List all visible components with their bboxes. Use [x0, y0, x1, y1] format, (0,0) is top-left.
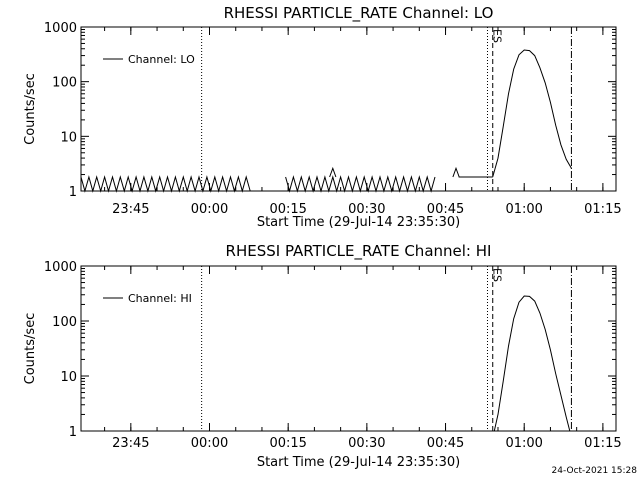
y-axis-label-1: Counts/sec: [23, 313, 38, 385]
plot-frame-0: [80, 26, 617, 192]
x-tick-label-1: 01:00: [505, 436, 542, 451]
marker-label-0: ES: [490, 29, 503, 43]
series-background-noise-0: [285, 175, 436, 193]
y-tick-label-1: 1000: [44, 260, 77, 275]
x-tick-label-0: 01:00: [505, 202, 542, 217]
series-background-noise-0: [80, 175, 251, 193]
x-tick-label-1: 01:15: [584, 436, 621, 451]
x-tick-label-0: 00:15: [269, 202, 306, 217]
x-tick-label-0: 01:15: [584, 202, 621, 217]
series-spike-0: [329, 166, 337, 178]
x-tick-label-1: 00:15: [269, 436, 306, 451]
y-tick-label-0: 1: [69, 185, 77, 200]
chart-title-1: RHESSI PARTICLE_RATE Channel: HI: [226, 242, 492, 261]
series-line-1: [493, 295, 571, 432]
chart-title-0: RHESSI PARTICLE_RATE Channel: LO: [224, 4, 494, 23]
legend-entry-0: Channel: LO: [128, 53, 195, 66]
marker-label-1: ES: [490, 268, 503, 282]
x-tick-label-0: 23:45: [112, 202, 149, 217]
y-tick-label-1: 100: [52, 315, 77, 330]
x-tick-label-1: 00:30: [348, 436, 385, 451]
x-tick-label-1: 00:00: [191, 436, 228, 451]
series-line-0: [492, 49, 572, 178]
x-tick-label-0: 00:30: [348, 202, 385, 217]
x-axis-label-0: Start Time (29-Jul-14 23:35:30): [257, 215, 460, 230]
x-tick-label-1: 23:45: [112, 436, 149, 451]
footer-timestamp: 24-Oct-2021 15:28: [551, 466, 637, 476]
x-tick-label-1: 00:45: [427, 436, 464, 451]
y-tick-label-0: 100: [52, 76, 77, 91]
series-spike-0: [452, 166, 460, 178]
y-tick-label-0: 10: [60, 130, 77, 145]
plot-frame-1: [80, 265, 617, 432]
x-tick-label-0: 00:00: [191, 202, 228, 217]
x-axis-label-1: Start Time (29-Jul-14 23:35:30): [257, 455, 460, 470]
legend-entry-1: Channel: HI: [128, 292, 192, 305]
y-tick-label-1: 10: [60, 370, 77, 385]
y-tick-label-1: 1: [69, 425, 77, 440]
y-tick-label-0: 1000: [44, 21, 77, 36]
y-axis-label-0: Counts/sec: [23, 73, 38, 145]
x-tick-label-0: 00:45: [427, 202, 464, 217]
